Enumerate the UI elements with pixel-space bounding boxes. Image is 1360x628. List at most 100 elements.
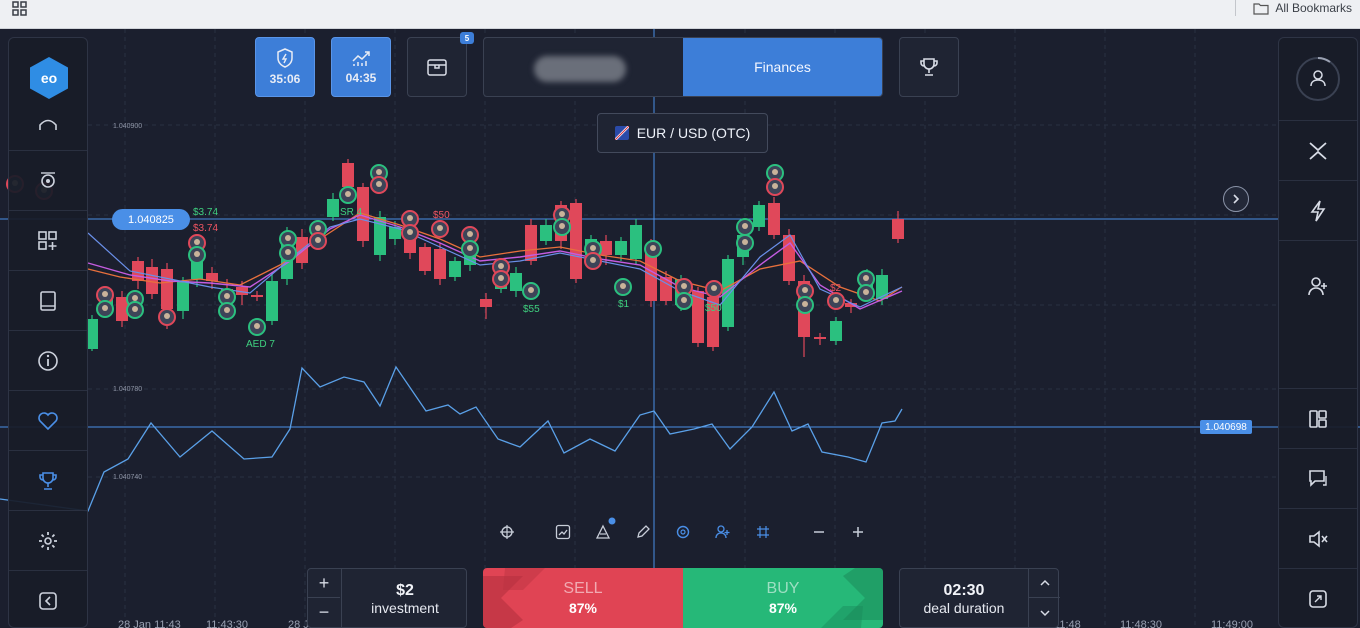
trader-face [164, 313, 170, 319]
profile-button[interactable] [1279, 38, 1357, 120]
candle-body [419, 247, 431, 271]
chart-axis: 1.040900 1.040780 1.040740 28 Jan 11:43 11:4… [113, 123, 1253, 628]
widgets-button[interactable] [9, 210, 87, 270]
profile-icon [1296, 57, 1340, 101]
favorites-button[interactable] [9, 390, 87, 450]
time-tick-label: 11:49:00 [1211, 619, 1253, 628]
candle-body [86, 319, 98, 349]
buy-button[interactable]: BUY 87% [683, 568, 883, 628]
mute-icon [1309, 529, 1328, 548]
indicator-line [0, 365, 903, 512]
timer-button-2[interactable]: 04:35 [331, 37, 391, 97]
candle-body [615, 241, 627, 255]
finances-button[interactable]: Finances [683, 38, 882, 96]
asset-selector[interactable]: EUR / USD (OTC) [597, 113, 768, 153]
right-sidebar [1278, 37, 1358, 628]
trader-face [833, 297, 839, 303]
trader-face [194, 239, 200, 245]
duration-panel: 02:30 deal duration [899, 568, 1060, 628]
settings-button[interactable] [9, 510, 87, 570]
social-tool[interactable] [714, 523, 732, 541]
trader-face [559, 211, 565, 217]
chevron-down-icon [1039, 609, 1050, 616]
fibonacci-tool[interactable] [594, 523, 612, 541]
candle-body [191, 261, 203, 279]
duration-decrease-button[interactable] [1028, 598, 1060, 627]
chat-icon [1309, 469, 1327, 487]
signals-button[interactable] [1279, 180, 1357, 240]
trader-face [772, 183, 778, 189]
current-price-tag: 1.040825 [112, 209, 190, 230]
sound-button[interactable] [1279, 508, 1357, 568]
collapse-button[interactable] [9, 570, 87, 628]
timer-button-1[interactable]: 35:06 [255, 37, 315, 97]
candle-body [374, 217, 386, 255]
pencil-tool[interactable] [634, 523, 652, 541]
price-chart[interactable]: $3.74 $3.74 SR 4 $50 AED 7 $55 $1 $50 $2 1.04090… [0, 29, 1360, 628]
plus-icon [853, 527, 863, 537]
candle-body [389, 227, 401, 239]
trader-face [742, 239, 748, 245]
price-tick-label: 1.040900 [113, 123, 142, 130]
candle-body [692, 291, 704, 343]
chest-button[interactable]: 5 [407, 32, 474, 97]
logo-icon[interactable]: eo [29, 56, 69, 100]
add-user-icon [1308, 276, 1327, 295]
trades-button[interactable] [1279, 120, 1357, 180]
investment-value: $2 [396, 582, 414, 599]
all-bookmarks-button[interactable]: All Bookmarks [1253, 0, 1352, 16]
trendline-tool[interactable] [554, 523, 572, 541]
duration-input[interactable]: 02:30 deal duration [900, 569, 1028, 628]
fullscreen-button[interactable] [1279, 568, 1357, 628]
trader-face [132, 306, 138, 312]
zoom-in-button[interactable] [849, 523, 867, 541]
investment-input[interactable]: $2 investment [341, 569, 468, 628]
trader-face [376, 169, 382, 175]
candle-body [845, 303, 857, 307]
account-selector[interactable] [484, 38, 683, 96]
chat-button[interactable] [1279, 448, 1357, 508]
invite-button[interactable] [1279, 240, 1357, 330]
crosshair-tool[interactable] [498, 523, 516, 541]
sell-button[interactable]: SELL 87% [483, 568, 683, 628]
up-arrows-icon [821, 568, 883, 628]
target-tool[interactable] [674, 523, 692, 541]
book-button[interactable] [9, 270, 87, 330]
candle-body [266, 281, 278, 321]
trader-face [102, 305, 108, 311]
trade-amount-label: $2 [830, 283, 842, 294]
investment-increase-button[interactable]: + [308, 569, 340, 598]
candle-body [876, 275, 888, 299]
browser-bar: All Bookmarks [0, 0, 1360, 29]
tournaments-button[interactable] [9, 450, 87, 510]
scroll-right-button[interactable] [1223, 186, 1249, 212]
chart-type-button[interactable] [9, 100, 87, 150]
svg-text:eo: eo [41, 70, 57, 86]
buy-payout: 87% [768, 600, 798, 616]
candle-body [449, 261, 461, 277]
trade-buttons: SELL 87% BUY 87% [483, 568, 883, 628]
candle-body [206, 273, 218, 281]
trade-amount-label: AED 7 [246, 339, 275, 350]
duration-increase-button[interactable] [1028, 569, 1060, 598]
grid-tool[interactable] [754, 523, 772, 541]
trader-face [315, 225, 321, 231]
rewards-button[interactable] [899, 37, 959, 97]
trader-face [315, 237, 321, 243]
trophy-icon [920, 58, 938, 76]
trader-face [802, 287, 808, 293]
candle-body [251, 295, 263, 297]
indicators-button[interactable] [9, 150, 87, 210]
zoom-out-button[interactable] [810, 523, 828, 541]
chevron-right-icon [1233, 194, 1240, 204]
crosshair-icon [500, 525, 514, 539]
heart-icon [38, 411, 58, 430]
candle-body [342, 163, 354, 187]
layout-button[interactable] [1279, 388, 1357, 448]
trader-face [407, 229, 413, 235]
timer-1-value: 35:06 [269, 72, 301, 86]
investment-decrease-button[interactable]: − [318, 602, 330, 622]
apps-grid-icon[interactable] [12, 1, 28, 17]
collapse-icon [39, 591, 57, 610]
info-button[interactable] [9, 330, 87, 390]
